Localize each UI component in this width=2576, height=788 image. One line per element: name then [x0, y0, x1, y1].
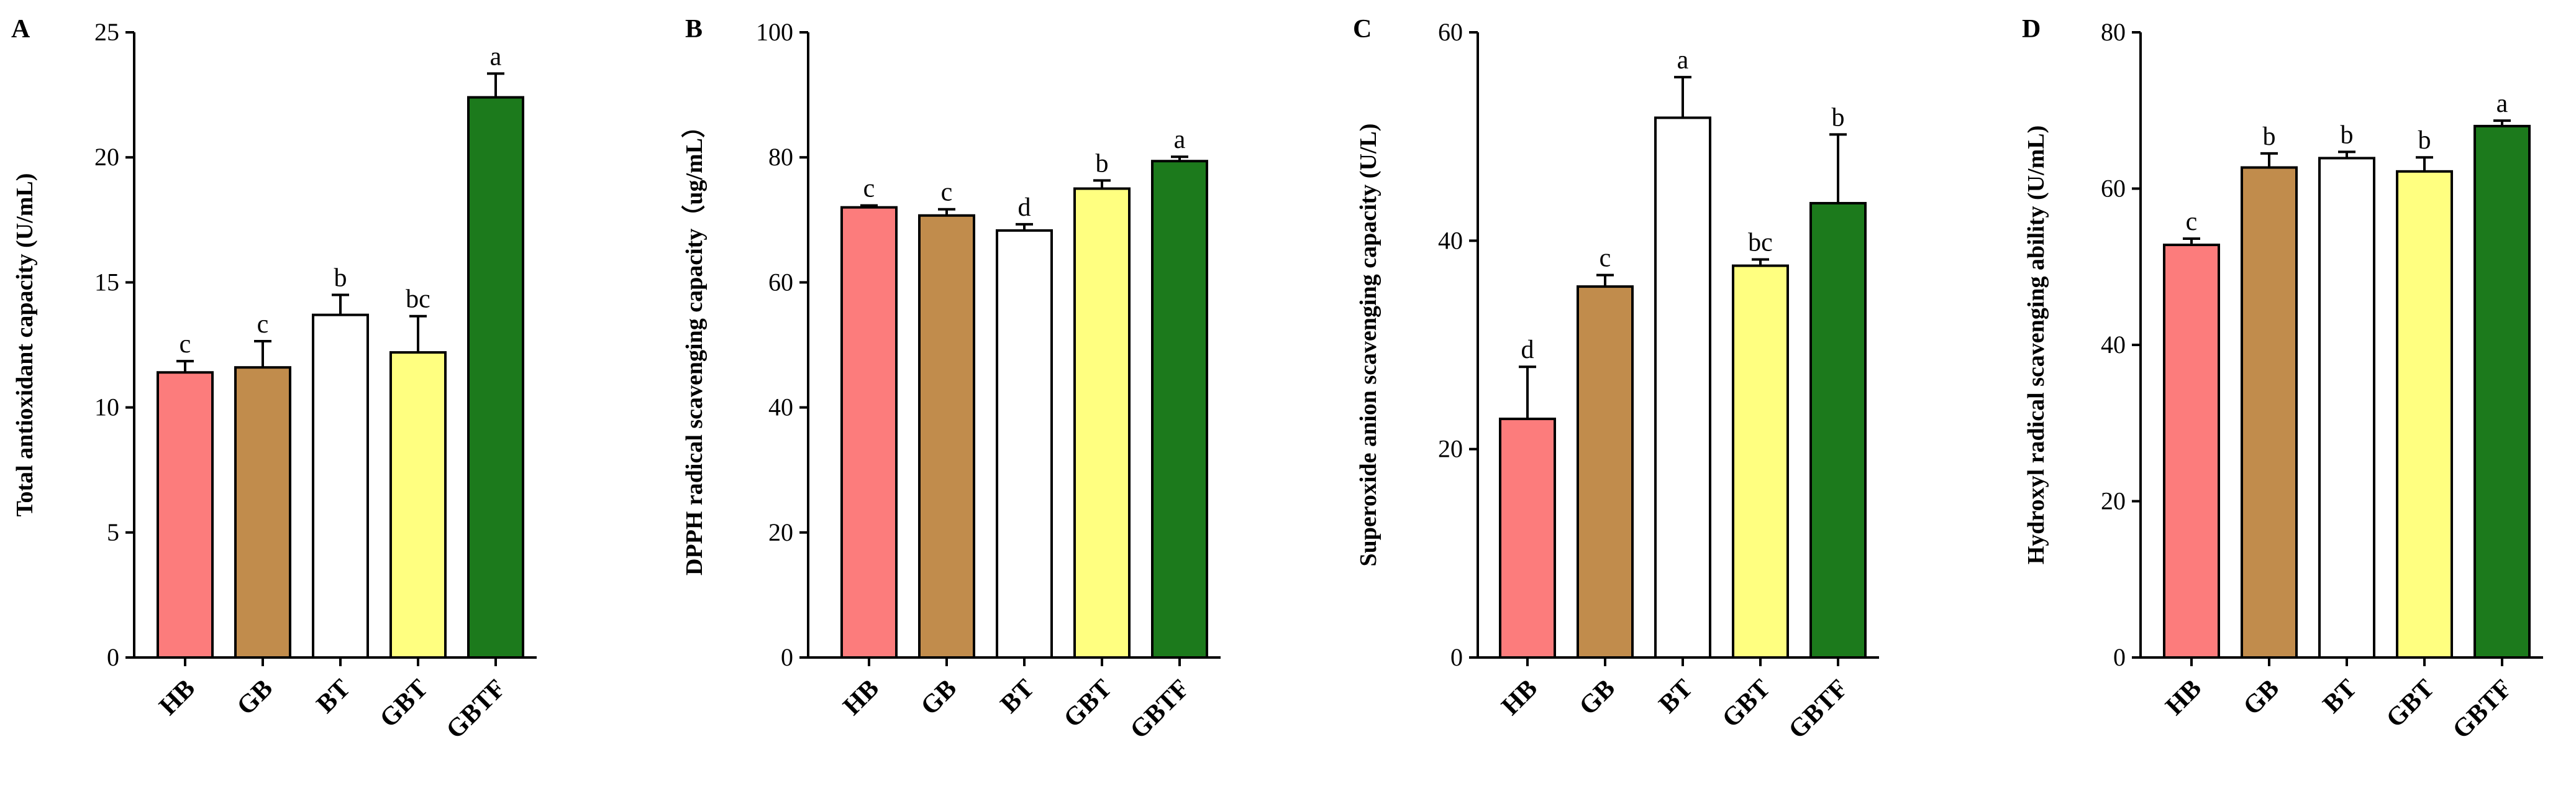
y-axis-title: Superoxide anion scavenging capacity (U/… — [1355, 124, 1381, 567]
bar-gbt — [2396, 170, 2453, 659]
y-tick-label: 80 — [2101, 18, 2126, 46]
significance-label: b — [2263, 122, 2276, 151]
x-tick-label: GB — [1574, 674, 1621, 721]
significance-label: c — [1600, 244, 1611, 273]
y-tick-label: 100 — [756, 18, 793, 46]
x-tick-label: GBT — [2381, 674, 2440, 733]
y-axis-title: Hydroxyl radical scavenging ability (U/m… — [2023, 126, 2049, 565]
significance-label: b — [1832, 103, 1845, 132]
bar-bt — [312, 313, 369, 659]
bar-gbtf — [1809, 201, 1867, 659]
bar-bt — [1654, 116, 1711, 659]
x-tick-label: HB — [1496, 674, 1543, 721]
significance-label: b — [2341, 121, 2354, 149]
y-tick-label: 40 — [2101, 331, 2126, 359]
x-tick-label: GBTF — [1783, 674, 1854, 744]
panel-letter: D — [2022, 15, 2041, 44]
x-tick-label: HB — [154, 674, 201, 721]
chart-panel-a: A 0 5 10 15 20 25 Total antioxidant capacity (U… — [11, 15, 537, 744]
significance-label: bc — [406, 285, 430, 314]
bar-gbtf — [467, 96, 524, 659]
bar-gbtf — [1151, 160, 1208, 659]
y-tick-label: 80 — [768, 143, 793, 171]
x-tick-label: GBT — [1717, 674, 1776, 733]
x-tick-label: GBT — [375, 674, 434, 733]
significance-label: c — [257, 310, 269, 339]
significance-label: a — [1677, 46, 1689, 75]
x-tick-label: GB — [916, 674, 962, 721]
significance-label: c — [180, 330, 191, 359]
y-tick-label: 20 — [768, 518, 793, 546]
chart-panel-c: C 0 20 40 60 Superoxide anion scavenging capa… — [1353, 15, 1879, 744]
significance-label: c — [2186, 208, 2198, 236]
x-tick-label: GB — [2238, 674, 2285, 721]
x-tick-label: HB — [838, 674, 885, 721]
x-tick-label: BT — [995, 674, 1040, 719]
bar-gb — [918, 214, 975, 659]
y-tick-label: 5 — [107, 518, 119, 546]
bar-bt — [2318, 157, 2375, 659]
y-tick-label: 60 — [768, 268, 793, 296]
x-tick-label: GB — [232, 674, 278, 721]
significance-label: a — [1174, 126, 1186, 154]
bar-gbtf — [2474, 124, 2531, 659]
bar-gb — [1577, 285, 1634, 659]
significance-label: d — [1521, 336, 1534, 364]
panel-letter: A — [11, 15, 30, 44]
y-tick-label: 15 — [94, 268, 119, 296]
y-tick-label: 0 — [2113, 643, 2126, 671]
y-axis-title: DPPH radical scavenging capacity（ug/mL） — [681, 114, 708, 575]
significance-label: b — [2418, 126, 2431, 155]
panel-letter: C — [1353, 15, 1372, 44]
y-tick-label: 40 — [1438, 226, 1463, 254]
significance-label: a — [490, 42, 502, 71]
y-tick-label: 0 — [781, 643, 793, 671]
significance-label: bc — [1748, 229, 1773, 257]
bar-gbt — [1073, 187, 1131, 659]
bar-gb — [234, 366, 291, 659]
bar-hb — [840, 206, 898, 659]
bar-bt — [996, 229, 1053, 659]
chart-panel-d: D 0 20 40 60 80 Hydroxyl radical scavenging ab… — [2022, 15, 2543, 744]
significance-label: b — [1096, 149, 1109, 178]
x-tick-label: GBTF — [441, 674, 511, 744]
panel-letter: B — [685, 15, 703, 44]
y-tick-label: 20 — [2101, 487, 2126, 515]
significance-label: d — [1018, 193, 1031, 222]
x-tick-label: BT — [1654, 674, 1698, 719]
x-tick-label: GBTF — [2447, 674, 2518, 744]
significance-label: b — [334, 264, 347, 293]
y-tick-label: 0 — [107, 643, 119, 671]
significance-label: a — [2496, 89, 2508, 118]
y-tick-label: 20 — [94, 143, 119, 171]
y-tick-label: 0 — [1450, 643, 1463, 671]
bar-gbt — [389, 351, 447, 659]
y-tick-label: 60 — [1438, 18, 1463, 46]
y-tick-label: 40 — [768, 393, 793, 421]
y-axis-title: Total antioxidant capacity (U/mL) — [12, 173, 38, 517]
bar-hb — [2163, 244, 2220, 659]
x-tick-label: BT — [311, 674, 356, 719]
x-tick-label: BT — [2318, 674, 2362, 719]
bar-hb — [1499, 418, 1556, 659]
x-tick-label: HB — [2160, 674, 2207, 721]
x-tick-label: GBTF — [1125, 674, 1195, 744]
significance-label: c — [941, 178, 953, 207]
bar-hb — [157, 371, 214, 659]
significance-label: c — [863, 175, 875, 203]
y-tick-label: 10 — [94, 393, 119, 421]
bar-gbt — [1732, 264, 1789, 659]
y-tick-label: 60 — [2101, 175, 2126, 203]
y-tick-label: 20 — [1438, 435, 1463, 463]
chart-panel-b: B 0 20 40 60 80 100 DPPH radical scavenging cap… — [681, 15, 1221, 744]
bar-gb — [2241, 166, 2298, 659]
y-tick-label: 25 — [94, 18, 119, 46]
x-tick-label: GBT — [1058, 674, 1117, 733]
